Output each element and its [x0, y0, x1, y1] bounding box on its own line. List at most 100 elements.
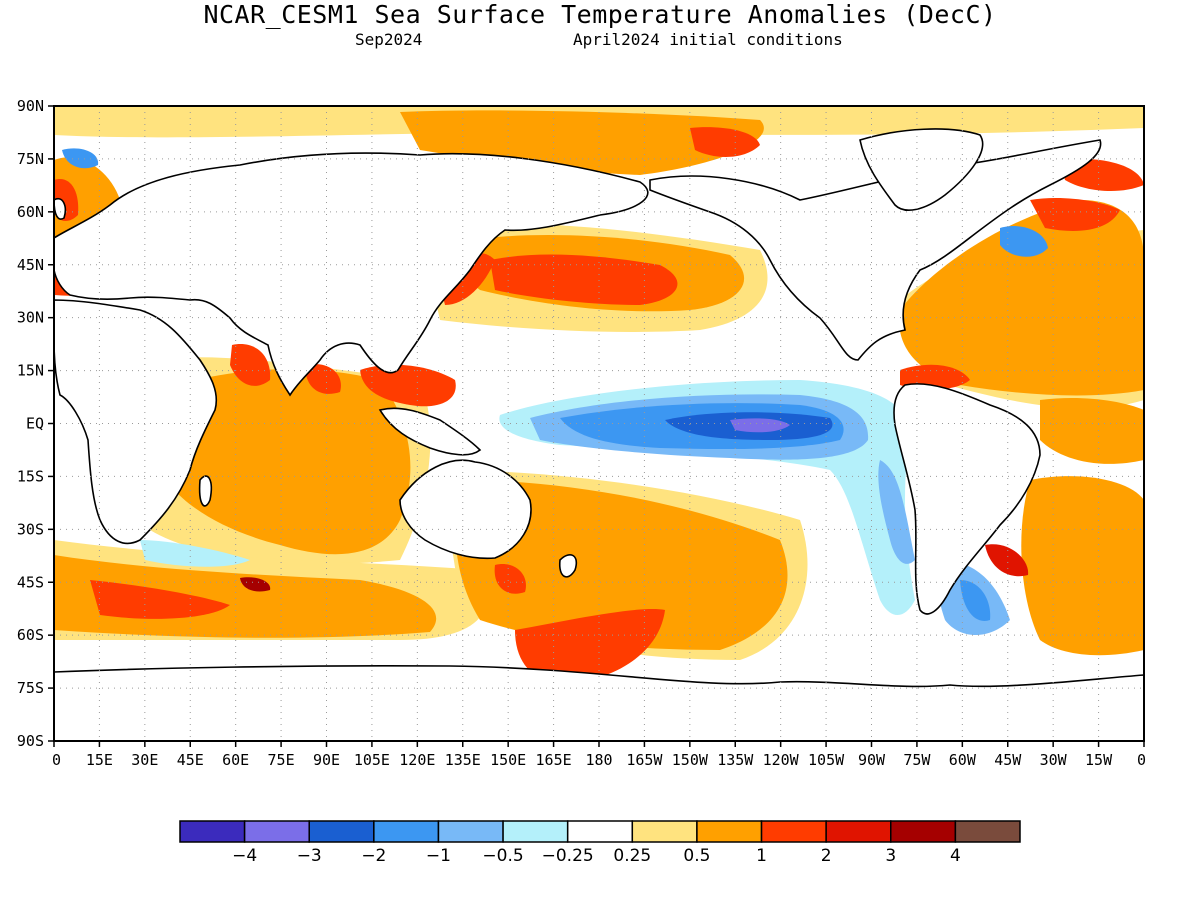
initial-conditions-label: April2024 initial conditions [573, 30, 843, 49]
colorbar-label: 3 [885, 846, 896, 866]
lat-tick-label: 75S [17, 679, 44, 697]
anomaly-red-arabian [230, 344, 271, 386]
lon-tick-label: 30E [131, 751, 158, 769]
colorbar-label: 0.5 [683, 846, 710, 866]
lat-tick-label: 60S [17, 626, 44, 644]
lon-tick-label: 135W [717, 751, 754, 769]
colorbar-swatch [954, 820, 1021, 843]
colorbar-swatch [243, 820, 310, 843]
colorbar-swatch [890, 820, 957, 843]
lon-tick-label: 105W [808, 751, 845, 769]
lon-tick-label: 105E [354, 751, 390, 769]
lat-tick-label: 30S [17, 520, 44, 538]
anomaly-red-n-atlantic-1 [1030, 198, 1120, 231]
colorbar-swatch [825, 820, 892, 843]
anomaly-cool-3 [730, 418, 790, 433]
lon-tick-label: 45W [994, 751, 1022, 769]
lat-tick-label: 15S [17, 467, 44, 485]
anomaly-red-japan [440, 253, 495, 305]
colorbar-swatch [760, 820, 827, 843]
land-new-zealand [558, 554, 578, 578]
anomaly-orange-n-atlantic [899, 200, 1144, 396]
lon-tick-label: 0 [52, 751, 61, 769]
land-uk [54, 198, 67, 220]
colorbar-label: −3 [297, 846, 322, 866]
lon-tick-label: 45E [177, 751, 204, 769]
lon-tick-label: 90W [858, 751, 886, 769]
anomaly-red-s-atlantic [985, 544, 1029, 577]
anomaly-cool-peru [878, 460, 915, 564]
land-antarctica [54, 665, 1144, 741]
lon-tick-label: 75W [903, 751, 931, 769]
lon-tick-label: 15W [1085, 751, 1113, 769]
lon-tick-label: 165W [626, 751, 663, 769]
land-indonesia [378, 407, 482, 456]
land-south-america [893, 383, 1041, 615]
colorbar-swatch [696, 820, 763, 843]
anomaly-field [54, 106, 1144, 741]
anomaly-red-bay-bengal [305, 364, 341, 394]
latitude-labels: 90N 75N 60N 45N 30N 15N EQ 15S 30S 45S 60S 75S 90S [17, 97, 54, 750]
lat-tick-label: 30N [17, 309, 44, 327]
anomaly-orange-s-pacific [455, 480, 788, 650]
land-africa [54, 299, 218, 545]
anomaly-red-arctic [690, 127, 760, 157]
colorbar-label: −0.25 [542, 846, 594, 866]
colorbar-swatch [502, 820, 569, 843]
lat-tick-label: EQ [26, 415, 44, 433]
valid-month-label: Sep2024 [355, 30, 423, 49]
anomaly-red-southern-1 [515, 609, 665, 685]
land-greenland [859, 128, 984, 211]
colorbar-label: 2 [821, 846, 832, 866]
longitude-labels: 0 15E 30E 45E 60E 75E 90E 105E 120E 135E 150E 165E 1… [52, 741, 1146, 769]
lon-tick-label: 120W [763, 751, 800, 769]
colorbar-label: −0.5 [482, 846, 523, 866]
colorbar-swatch [373, 820, 440, 843]
anomaly-cool-indian [140, 540, 250, 567]
colorbar-label: 1 [756, 846, 767, 866]
lon-tick-label: 15E [86, 751, 113, 769]
colorbar-label: −2 [361, 846, 386, 866]
lat-tick-label: 90S [17, 732, 44, 750]
lon-tick-label: 90E [313, 751, 340, 769]
anomaly-orange-s-atlantic [1021, 476, 1144, 656]
anomaly-cool-s-atlantic-2 [960, 580, 991, 621]
anomaly-red-kuroshio [490, 254, 678, 305]
anomaly-darkred-southern [240, 577, 271, 592]
colorbar-swatch [179, 820, 246, 843]
lat-tick-label: 75N [17, 150, 44, 168]
anomaly-red-maritime [360, 364, 456, 407]
colorbar-label: −4 [232, 846, 257, 866]
colorbar-swatch [437, 820, 504, 843]
lat-tick-label: 45N [17, 256, 44, 274]
anomaly-orange-eq-atlantic [1040, 398, 1144, 464]
lat-tick-label: 15N [17, 362, 44, 380]
lon-tick-label: 60W [949, 751, 977, 769]
colorbar: −4 −3 −2 −1 −0.5 −0.25 0.25 0.5 1 2 3 4 [179, 820, 1021, 866]
lon-tick-label: 120E [399, 751, 435, 769]
lon-tick-label: 135E [445, 751, 481, 769]
lon-tick-label: 0 [1137, 751, 1146, 769]
lon-tick-label: 60E [222, 751, 249, 769]
lat-tick-label: 45S [17, 573, 44, 591]
lat-tick-label: 90N [17, 97, 44, 115]
anomaly-red-tasman [494, 564, 526, 594]
colorbar-label: −1 [426, 846, 451, 866]
colorbar-swatch [566, 820, 634, 843]
land-australia [399, 459, 532, 560]
continents [54, 128, 1144, 741]
land-madagascar [198, 475, 213, 507]
anomaly-orange-indian [155, 369, 411, 555]
lat-tick-label: 60N [17, 203, 44, 221]
lon-tick-label: 180 [585, 751, 612, 769]
lon-tick-label: 75E [268, 751, 295, 769]
anomaly-red-southern-2 [90, 580, 230, 619]
land-eurasia [54, 152, 649, 397]
anomaly-cool-labrador [1000, 226, 1048, 257]
colorbar-label: 4 [950, 846, 961, 866]
colorbar-label: 0.25 [613, 846, 651, 866]
map-title: NCAR_CESM1 Sea Surface Temperature Anoma… [203, 0, 997, 29]
lon-tick-label: 165E [536, 751, 572, 769]
colorbar-swatch [631, 820, 698, 843]
